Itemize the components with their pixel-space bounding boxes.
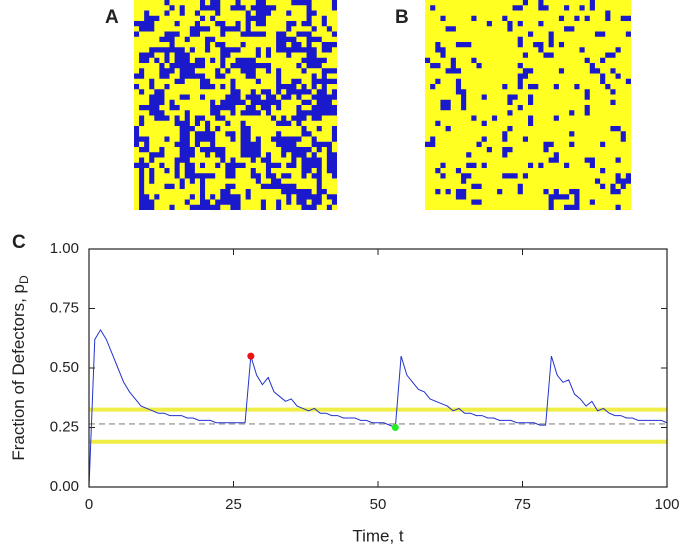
lattice-cells [425, 0, 631, 210]
x-tick-label: 50 [370, 496, 387, 513]
y-tick-label: 0.00 [50, 478, 79, 495]
plot-frame [88, 248, 668, 488]
y-tick-label: 0.75 [50, 299, 79, 316]
marker [391, 424, 399, 431]
y-tick-label: 1.00 [50, 240, 79, 257]
x-tick-label: 25 [225, 496, 242, 513]
lattice-cells [134, 0, 338, 210]
x-axis-title: Time, t [352, 526, 404, 545]
marker [247, 352, 255, 360]
x-tick-label: 75 [514, 496, 531, 513]
y-axis-title-text: Fraction of Defectors, p [9, 284, 28, 461]
panel-label: A [105, 7, 119, 28]
y-tick-label: 0.25 [50, 418, 79, 435]
y-axis-title-subscript: D [17, 275, 31, 284]
panel-label: B [395, 7, 409, 28]
x-tick-label: 100 [654, 496, 679, 513]
data-line [88, 328, 668, 488]
x-tick-label: 0 [85, 496, 93, 513]
y-tick-label: 0.50 [50, 359, 79, 376]
y-axis-title: Fraction of Defectors, pD [9, 275, 31, 461]
panel-label: C [12, 232, 26, 253]
